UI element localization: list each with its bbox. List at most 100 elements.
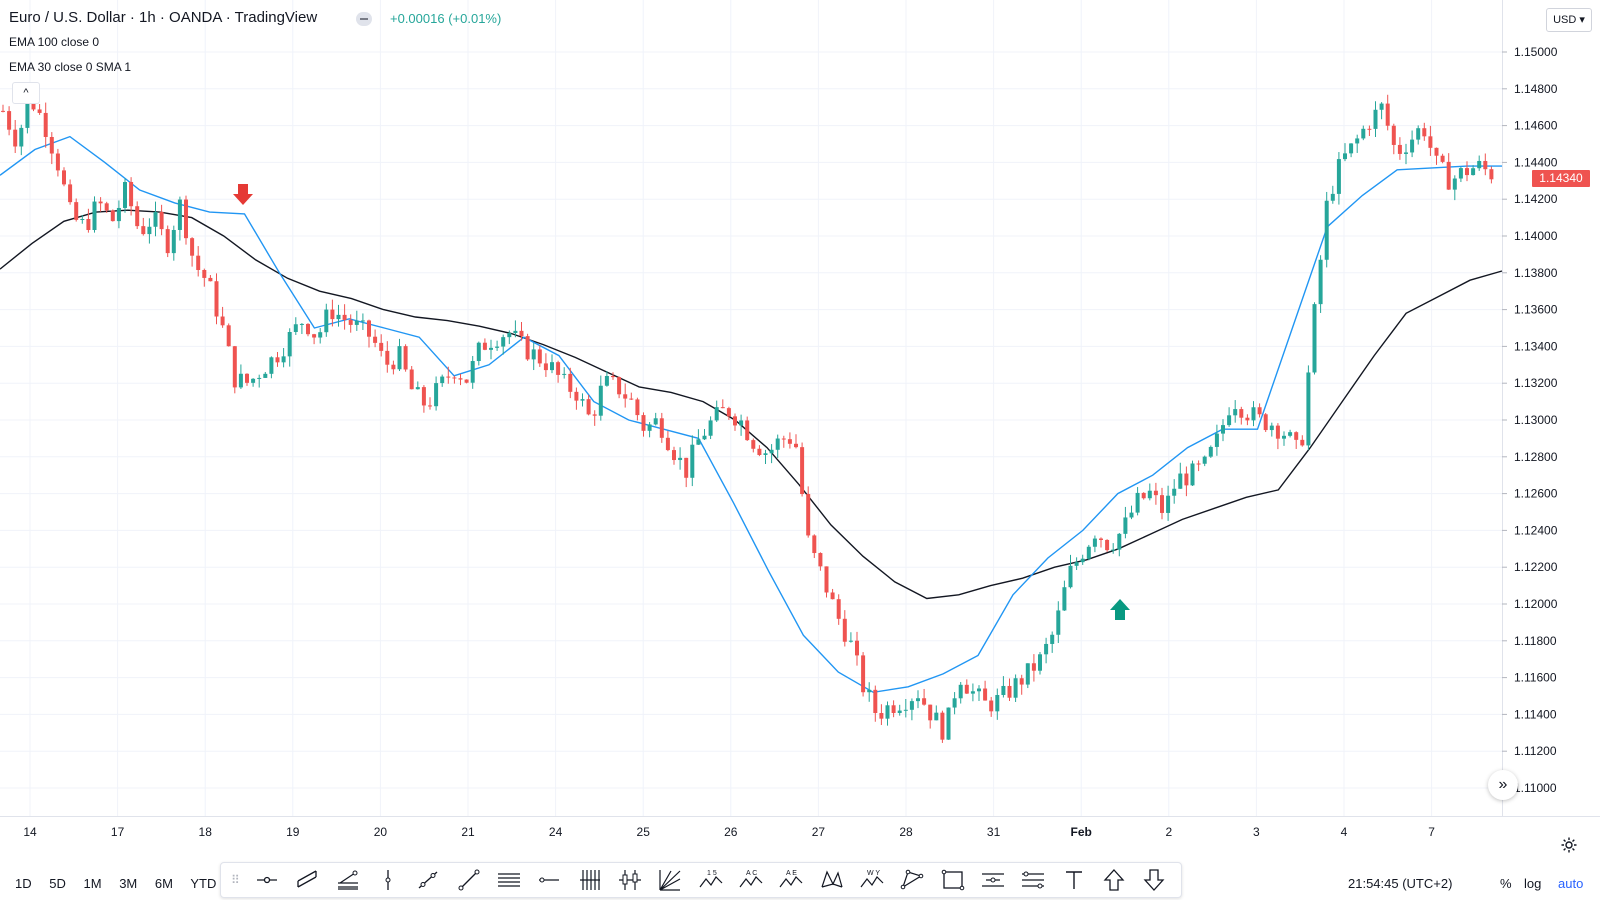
triangle-tool-icon[interactable]: [898, 866, 926, 894]
wxy-pattern-tool-icon[interactable]: W Y: [858, 866, 886, 894]
drag-handle-icon[interactable]: ⠿: [231, 873, 240, 887]
candle-body: [531, 349, 536, 360]
candle-body: [1080, 558, 1085, 563]
indicator-ema-100[interactable]: EMA 100 close 0: [9, 35, 100, 49]
candle-body: [1300, 439, 1305, 446]
collapse-legend-button[interactable]: ^: [12, 82, 40, 104]
candle-body: [800, 447, 805, 495]
elliott-wave-tool-icon[interactable]: 1 5: [697, 866, 725, 894]
arrow-down-tool-icon[interactable]: [1141, 866, 1169, 894]
sell-arrow-down-icon: [233, 184, 253, 205]
auto-toggle[interactable]: auto: [1558, 876, 1584, 891]
candle-body: [836, 599, 841, 619]
candle-body: [1099, 538, 1103, 540]
candle-body: [903, 709, 908, 711]
candle-body: [1044, 643, 1049, 655]
time-axis: 14 17 18 19 20 21 24 25 26 27 28 31 Feb 2 3 4 7: [0, 816, 1600, 839]
candle-body: [367, 320, 371, 337]
currency-selector[interactable]: USD ▾: [1546, 8, 1592, 32]
candle-body: [696, 439, 701, 445]
svg-text:A E: A E: [786, 870, 797, 877]
price-range-tool-icon[interactable]: [979, 866, 1007, 894]
symbol-title[interactable]: Euro / U.S. Dollar · 1h · OANDA · Tradin…: [9, 9, 318, 26]
price-tick-label: 1.13000: [1514, 413, 1558, 427]
candle-body: [62, 170, 66, 185]
abcd-pattern-tool-icon[interactable]: A C: [737, 866, 765, 894]
candle-body: [1245, 417, 1250, 421]
scroll-to-realtime-button[interactable]: »: [1488, 770, 1518, 800]
candle-body: [1086, 546, 1091, 559]
candle-body: [1446, 161, 1451, 190]
candle-body: [31, 103, 36, 110]
candle-body: [312, 334, 317, 338]
candles-pattern-tool-icon[interactable]: [616, 866, 644, 894]
candle-body: [159, 211, 164, 230]
indicator-ema-30[interactable]: EMA 30 close 0 SMA 1: [9, 60, 132, 74]
candle-body: [135, 206, 140, 227]
candle-body: [257, 377, 262, 379]
trend-angle-tool-icon[interactable]: [414, 866, 442, 894]
range-ytd-button[interactable]: YTD: [190, 876, 217, 891]
time-tick-label: 21: [461, 825, 475, 839]
candle-body: [421, 387, 426, 406]
candle-body: [1330, 193, 1335, 201]
price-tick-label: 1.14600: [1514, 119, 1558, 133]
candle-body: [293, 324, 298, 333]
range-5d-button[interactable]: 5D: [49, 876, 66, 891]
rectangle-tool-icon[interactable]: [939, 866, 967, 894]
candle-body: [519, 330, 524, 337]
settings-gear-icon[interactable]: [1560, 836, 1578, 854]
xabcd-pattern-tool-icon[interactable]: [818, 866, 846, 894]
grid-lines-tool-icon[interactable]: [576, 866, 604, 894]
clock[interactable]: 21:54:45 (UTC+2): [1348, 876, 1453, 891]
candle-body: [733, 416, 737, 426]
gann-fan-tool-icon[interactable]: [656, 866, 684, 894]
horizontal-ray-tool-icon[interactable]: [535, 866, 563, 894]
ema-path: [0, 135, 1502, 694]
parallel-channel-tool-icon[interactable]: [293, 866, 321, 894]
candle-body: [110, 210, 115, 222]
crosshair-tool-icon[interactable]: [253, 866, 281, 894]
percent-toggle[interactable]: %: [1500, 876, 1512, 891]
candle-body: [1068, 565, 1073, 588]
horizontal-lines-tool-icon[interactable]: [495, 866, 523, 894]
candle-body: [568, 373, 573, 392]
arrow-up-tool-icon[interactable]: [1100, 866, 1128, 894]
candle-body: [1105, 539, 1110, 551]
hide-legend-button[interactable]: [356, 12, 372, 26]
vertical-line-tool-icon[interactable]: [374, 866, 402, 894]
candle-body: [842, 618, 847, 642]
ema-100-line: [0, 209, 1503, 600]
candle-body: [995, 694, 1000, 712]
time-tick-label: Feb: [1071, 825, 1092, 839]
ae-pattern-tool-icon[interactable]: A E: [777, 866, 805, 894]
candle-body: [940, 712, 945, 740]
svg-text:1 5: 1 5: [707, 870, 717, 877]
candle-body: [1013, 678, 1018, 698]
candle-body: [1391, 125, 1396, 145]
candle-body: [25, 103, 30, 128]
range-6m-button[interactable]: 6M: [154, 876, 173, 891]
candle-body: [1135, 492, 1140, 513]
candle-body: [1160, 495, 1164, 513]
candle-body: [1440, 155, 1445, 162]
range-1m-button[interactable]: 1M: [83, 876, 102, 891]
range-3m-button[interactable]: 3M: [119, 876, 138, 891]
candle-body: [104, 203, 109, 211]
price-tick-label: 1.11600: [1514, 671, 1557, 685]
candle-body: [373, 336, 378, 343]
candle-body: [775, 438, 780, 450]
candle-body: [1202, 456, 1207, 464]
trend-line-tool-icon[interactable]: [455, 866, 483, 894]
text-tool-icon[interactable]: [1060, 866, 1088, 894]
log-toggle[interactable]: log: [1524, 876, 1542, 891]
price-chart[interactable]: 1.15000 1.14800 1.14600 1.14400 1.14200 1.140…: [0, 0, 1600, 868]
date-range-tool-icon[interactable]: [1019, 866, 1047, 894]
candle-body: [1050, 634, 1055, 644]
range-1d-button[interactable]: 1D: [15, 876, 32, 891]
candle-body: [501, 337, 506, 347]
candle-body: [1019, 678, 1024, 685]
candle-body: [916, 698, 920, 702]
pitchfork-tool-icon[interactable]: [334, 866, 362, 894]
candle-body: [977, 688, 981, 692]
